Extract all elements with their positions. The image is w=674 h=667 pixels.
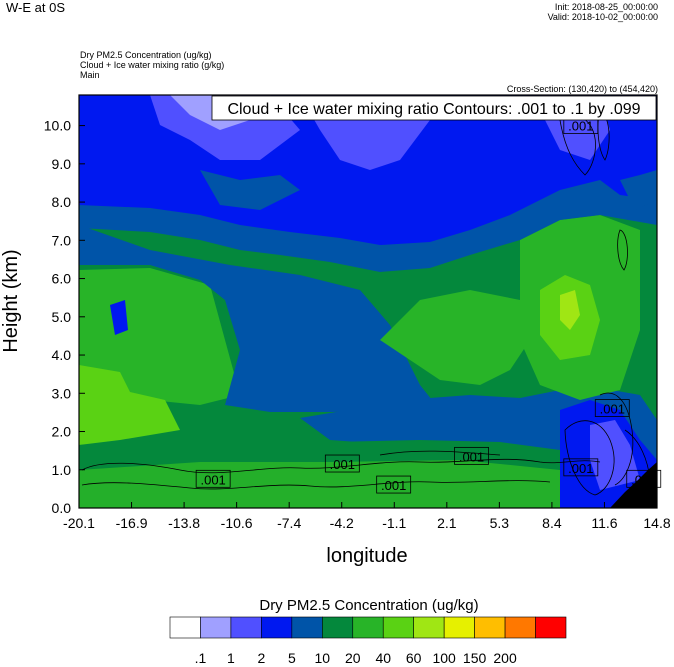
colorbar-swatch [535, 616, 567, 639]
colorbar-label: 150 [463, 650, 487, 666]
pm25-field [79, 95, 657, 508]
cross-section-info: Cross-Section: (130,420) to (454,420) [506, 84, 658, 94]
colorbar-swatch [261, 616, 293, 639]
y-tick-label: 7.0 [52, 232, 72, 248]
contour-labels: .001 .001 .001 .001 .001 .001 .001 .001 [195, 116, 662, 494]
svg-text:.001: .001 [330, 457, 355, 472]
y-tick-label: 2.0 [52, 424, 72, 440]
contour-value-label: .001 [594, 399, 630, 417]
y-tick-label: 1.0 [52, 462, 72, 478]
init-time: Init: 2018-08-25_00:00:00 [554, 2, 658, 12]
colorbar-swatch [443, 616, 475, 639]
valid-time: Valid: 2018-10-02_00:00:00 [547, 12, 658, 22]
x-tick-label: -20.1 [63, 515, 95, 531]
svg-text:.001: .001 [200, 472, 225, 487]
colorbar [169, 616, 567, 639]
contour-legend: Cloud + Ice water mixing ratio Contours:… [211, 95, 657, 121]
field-label-pm25: Dry PM2.5 Concentration (ug/kg) [80, 50, 212, 60]
x-tick-label: 8.4 [542, 515, 562, 531]
y-tick-label: 0.0 [52, 500, 72, 516]
y-axis-label: Height (km) [0, 249, 22, 352]
colorbar-label: 100 [432, 650, 456, 666]
colorbar-swatch [413, 616, 445, 639]
colorbar-label: .1 [195, 650, 207, 666]
x-tick-label: -7.4 [277, 515, 301, 531]
colorbar-label: 2 [257, 650, 265, 666]
colorbar-label: 60 [406, 650, 422, 666]
colorbar-labels: .1 1 2 5 10 20 40 60 100 150 200 [195, 650, 517, 666]
x-tick-label: -10.6 [221, 515, 253, 531]
contour-value-label: .001 [324, 454, 360, 473]
colorbar-label: 20 [345, 650, 361, 666]
x-tick-label: -13.8 [168, 515, 200, 531]
colorbar-label: 40 [375, 650, 391, 666]
colorbar-swatch [230, 616, 262, 639]
x-tick-label: 11.6 [591, 515, 617, 531]
colorbar-swatch [474, 616, 506, 639]
svg-text:.001: .001 [459, 449, 484, 464]
colorbar-swatch [169, 616, 201, 639]
y-tick-label: 6.0 [52, 271, 72, 287]
y-tick-label: 4.0 [52, 347, 72, 363]
colorbar-label: 10 [315, 650, 331, 666]
plot-title: W-E at 0S [6, 0, 66, 15]
x-tick-label: -4.2 [330, 515, 354, 531]
contour-value-label: .001 [376, 475, 412, 494]
x-tick-label: 2.1 [437, 515, 457, 531]
y-tick-label: 3.0 [52, 385, 72, 401]
plot-frame [78, 94, 658, 509]
contour-value-label: .001 [626, 469, 662, 488]
x-axis-label: longitude [326, 545, 407, 567]
colorbar-swatch [504, 616, 536, 639]
colorbar-swatch [322, 616, 354, 639]
time-info: Init: 2018-08-25_00:00:00 Valid: 2018-10… [548, 2, 658, 22]
x-tick-label: 5.3 [490, 515, 510, 531]
field-labels: Dry PM2.5 Concentration (ug/kg) Cloud + … [80, 50, 224, 80]
field-label-domain: Main [80, 70, 100, 80]
y-tick-label: 9.0 [52, 156, 72, 172]
x-axis: -20.1 -16.9 -13.8 -10.6 -7.4 -4.2 -1.1 2.1 5.3 8.… [63, 502, 671, 531]
svg-text:.001: .001 [568, 461, 593, 476]
colorbar-label: 5 [288, 650, 296, 666]
contour-legend-text: Cloud + Ice water mixing ratio Contours:… [227, 101, 640, 118]
colorbar-swatch [200, 616, 232, 639]
y-axis: 0.0 1.0 2.0 3.0 4.0 5.0 6.0 7.0 8.0 9.0 10.0 [44, 118, 85, 516]
x-tick-label: -1.1 [382, 515, 406, 531]
x-tick-label: 14.8 [643, 515, 670, 531]
x-tick-label: -16.9 [116, 515, 148, 531]
colorbar-label: 1 [227, 650, 235, 666]
svg-text:.001: .001 [381, 478, 406, 493]
contour-value-label: .001 [454, 446, 489, 465]
colorbar-label: 200 [493, 650, 517, 666]
field-label-cloud: Cloud + Ice water mixing ratio (g/kg) [80, 60, 225, 70]
colorbar-title: Dry PM2.5 Concentration (ug/kg) [259, 597, 478, 614]
contour-value-label: .001 [563, 458, 599, 477]
colorbar-swatch [382, 616, 414, 639]
y-tick-label: 8.0 [52, 194, 72, 210]
contour-value-label: .001 [195, 469, 231, 488]
svg-text:.001: .001 [631, 472, 656, 487]
svg-text:.001: .001 [568, 119, 593, 134]
colorbar-swatch [352, 616, 384, 639]
svg-text:.001: .001 [600, 402, 625, 417]
y-tick-label: 10.0 [44, 118, 71, 134]
y-tick-label: 5.0 [52, 309, 72, 325]
colorbar-swatch [291, 616, 323, 639]
